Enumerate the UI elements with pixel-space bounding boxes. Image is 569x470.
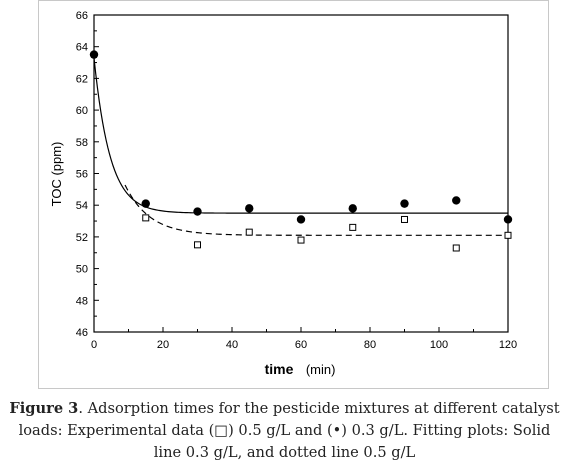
y-tick-label: 64 [76,42,88,54]
data-point-square [504,231,512,239]
fit-line-0.5 [124,184,508,236]
figure-caption: Figure 3. Adsorption times for the pesti… [4,398,565,464]
y-tick-label: 46 [76,327,88,339]
x-tick-label: 40 [226,339,238,351]
data-point-square [245,228,253,236]
data-point-square [297,236,305,244]
y-axis-label: TOC (ppm) [49,142,64,207]
figure-caption-text: . Adsorption times for the pesticide mix… [18,400,560,461]
x-tick-label: 100 [430,339,448,351]
y-tick-label: 60 [76,105,88,117]
data-point-square [349,223,357,231]
data-point-circle [245,204,254,213]
chart: 46 48 50 52 54 56 58 60 62 64 66 0 20 40 60 80 100 120 TO… [38,0,549,389]
x-tick-label: 20 [157,339,169,351]
figure-border [38,0,549,389]
data-point-square [401,215,408,223]
data-point-circle [400,199,409,208]
y-tick-label: 52 [76,232,88,244]
data-point-square [142,214,150,222]
x-tick-label: 60 [295,339,307,351]
x-tick-label: 80 [364,339,376,351]
y-tick-label: 54 [76,200,88,212]
y-tick-label: 50 [76,264,88,276]
data-point-circle [89,50,99,59]
plot-frame [93,14,509,333]
data-point-circle [503,215,513,224]
x-tick-label: 120 [499,339,517,351]
x-axis-label-main: time [265,361,294,377]
y-tick-label: 58 [76,137,88,149]
x-axis-label-unit: (min) [306,362,336,377]
y-tick-label: 62 [76,73,88,85]
y-tick-label: 56 [76,169,88,181]
y-tick-label: 48 [76,295,88,307]
data-point-circle [193,207,202,216]
fit-line-0.3 [93,57,508,214]
y-tick-label: 66 [76,10,88,22]
data-point-square [452,244,460,252]
x-axis-label: time (min) [265,361,336,378]
data-point-circle [296,215,306,224]
data-point-circle [348,204,357,213]
data-point-circle [452,196,461,205]
data-point-circle [141,199,150,208]
x-tick-label: 0 [91,339,97,351]
figure-caption-label: Figure 3 [9,400,79,417]
data-point-square [194,241,201,249]
